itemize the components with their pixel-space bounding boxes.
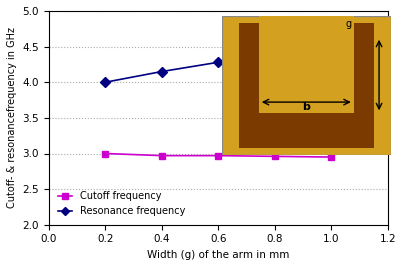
Text: g: g: [345, 19, 352, 29]
X-axis label: Width (g) of the arm in mm: Width (g) of the arm in mm: [147, 250, 289, 260]
Y-axis label: Cutoff- & resonancefrequency in GHz: Cutoff- & resonancefrequency in GHz: [7, 27, 17, 208]
Legend: Cutoff frequency, Resonance frequency: Cutoff frequency, Resonance frequency: [54, 187, 189, 220]
Bar: [295, 23, 318, 37]
Bar: [239, 23, 374, 148]
Text: b: b: [302, 103, 310, 112]
Bar: [259, 16, 354, 113]
